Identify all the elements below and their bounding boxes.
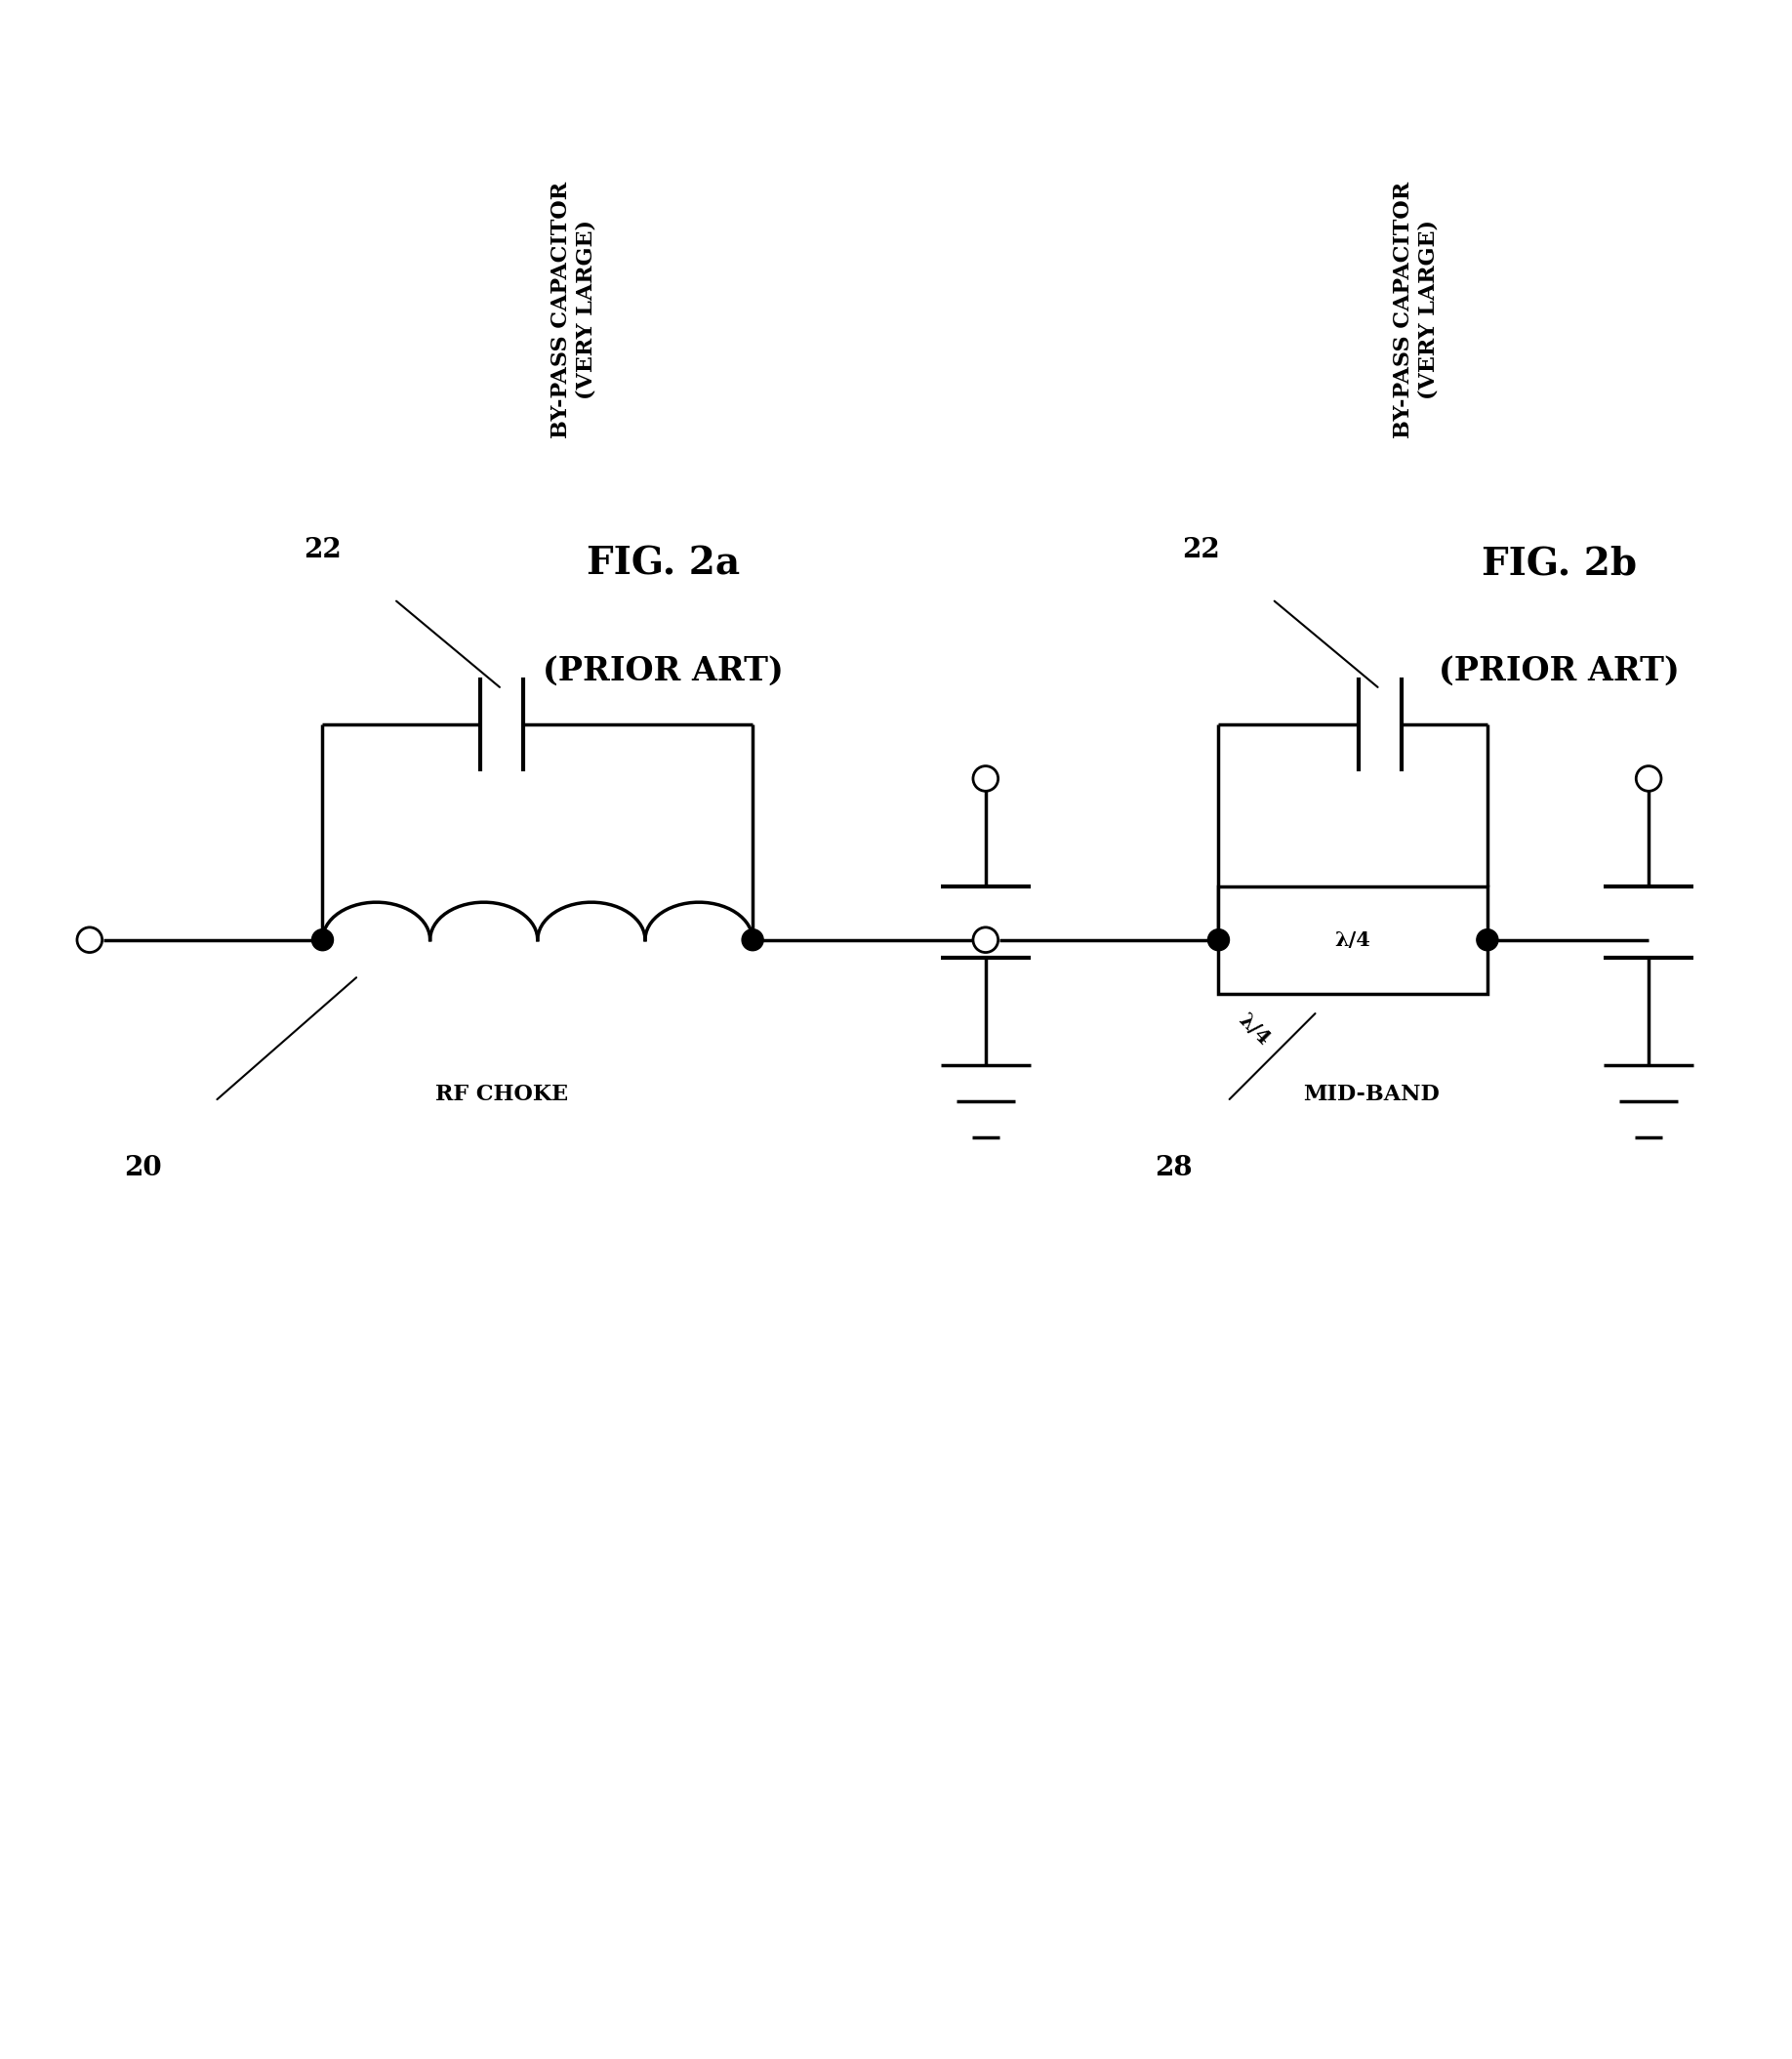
Text: (PRIOR ART): (PRIOR ART) xyxy=(1439,655,1679,688)
Text: 28: 28 xyxy=(1154,1155,1193,1182)
Text: BY-PASS CAPACITOR
(VERY LARGE): BY-PASS CAPACITOR (VERY LARGE) xyxy=(1392,181,1439,439)
Text: FIG. 2b: FIG. 2b xyxy=(1482,546,1636,583)
Text: (PRIOR ART): (PRIOR ART) xyxy=(543,655,783,688)
Circle shape xyxy=(742,929,763,951)
Circle shape xyxy=(77,927,102,953)
Circle shape xyxy=(973,766,998,791)
Circle shape xyxy=(1477,929,1498,951)
Text: 20: 20 xyxy=(124,1155,163,1182)
Text: λ/4: λ/4 xyxy=(1235,1009,1274,1050)
Text: RF CHOKE: RF CHOKE xyxy=(435,1083,568,1106)
FancyBboxPatch shape xyxy=(1219,885,1487,994)
Circle shape xyxy=(973,927,998,953)
Text: MID-BAND: MID-BAND xyxy=(1303,1083,1439,1106)
Circle shape xyxy=(1636,766,1661,791)
Text: λ/4: λ/4 xyxy=(1335,931,1371,949)
Text: BY-PASS CAPACITOR
(VERY LARGE): BY-PASS CAPACITOR (VERY LARGE) xyxy=(550,181,597,439)
Text: 22: 22 xyxy=(1181,537,1220,564)
Text: FIG. 2a: FIG. 2a xyxy=(586,546,740,583)
Circle shape xyxy=(1208,929,1229,951)
Circle shape xyxy=(312,929,333,951)
Text: 22: 22 xyxy=(303,537,342,564)
